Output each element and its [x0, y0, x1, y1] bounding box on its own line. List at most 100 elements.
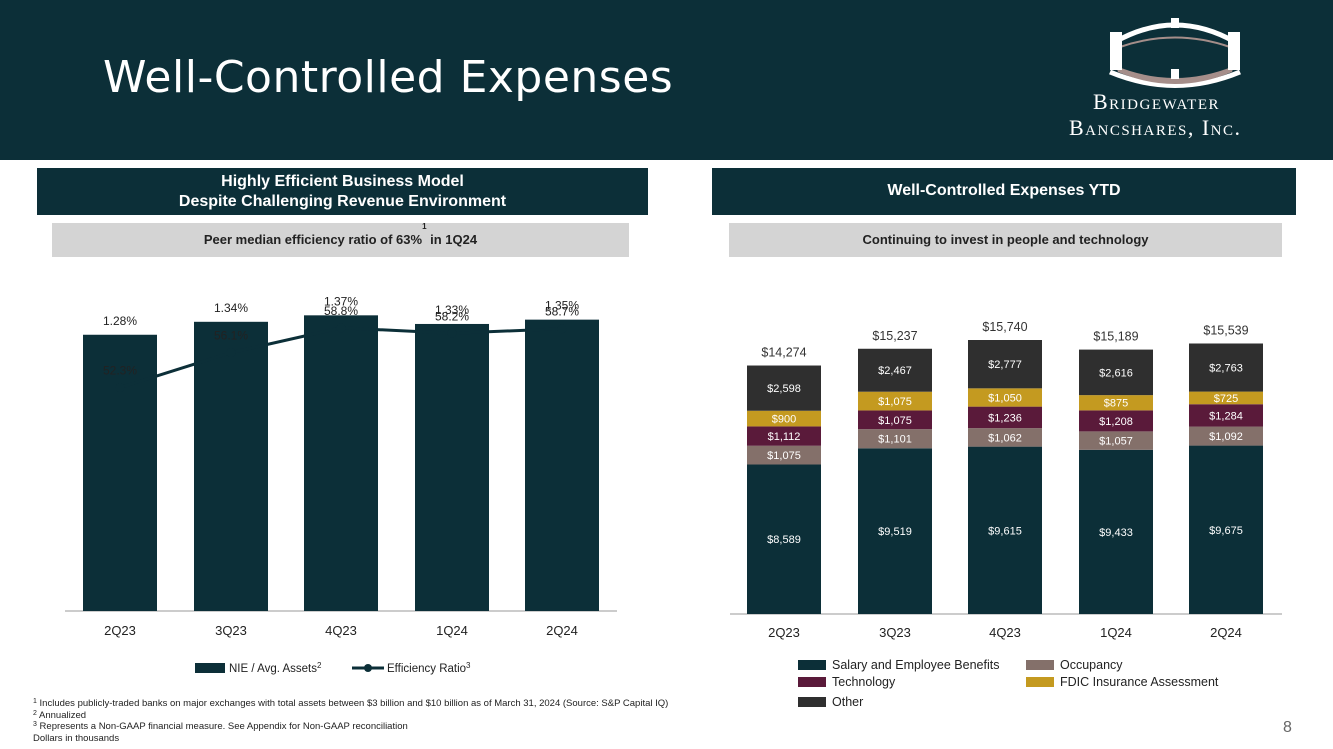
expense-segment	[1189, 426, 1263, 446]
efficiency-ratio-label: 58.8%	[324, 304, 358, 318]
footnote-3: 3 Represents a Non-GAAP financial measur…	[33, 721, 668, 733]
expense-segment	[968, 446, 1042, 614]
left-subtitle-text: Peer median efficiency ratio of 63%	[203, 232, 423, 247]
efficiency-ratio-point	[447, 328, 457, 338]
expense-segment	[858, 391, 932, 411]
expense-segment-label: $8,589	[767, 534, 801, 546]
nie-bar	[525, 319, 599, 611]
expense-segment	[968, 388, 1042, 407]
expense-segment-label: $9,675	[1209, 525, 1243, 537]
nie-bar-label: 1.37%	[324, 294, 358, 308]
legend-label: Technology	[832, 675, 896, 689]
expense-total-label: $15,539	[1203, 323, 1248, 337]
nie-bar	[304, 315, 378, 611]
left-banner-line1: Highly Efficient Business Model	[221, 173, 464, 190]
expense-total-label: $15,189	[1093, 330, 1138, 344]
efficiency-ratio-point	[226, 348, 236, 358]
expense-segment-label: $1,101	[878, 434, 912, 446]
left-category-label: 2Q23	[104, 623, 136, 638]
expense-segment	[858, 348, 932, 392]
expense-segment-label: $1,112	[768, 431, 801, 443]
footnote-4-text: Dollars in thousands	[33, 732, 120, 744]
expense-segment	[747, 365, 821, 411]
efficiency-ratio-point	[115, 383, 125, 393]
legend-swatch	[798, 697, 826, 707]
legend-swatch	[798, 660, 826, 670]
page-title: Well-Controlled Expenses	[103, 52, 674, 103]
expense-segment	[858, 429, 932, 449]
right-category-label: 2Q24	[1210, 625, 1242, 640]
expense-total-label: $14,274	[761, 346, 806, 360]
legend-efficiency-label: Efficiency Ratio3	[387, 661, 471, 675]
legend-swatch	[798, 677, 826, 687]
left-category-label: 4Q23	[325, 623, 357, 638]
footnote-2-text: Annualized	[36, 709, 87, 721]
nie-bar-label: 1.33%	[435, 303, 469, 317]
expense-segment	[1079, 349, 1153, 396]
right-category-label: 2Q23	[768, 625, 800, 640]
expense-segment-label: $2,467	[878, 365, 912, 377]
expense-segment-label: $1,075	[767, 450, 801, 462]
legend-nie-swatch	[195, 663, 225, 673]
legend-label: FDIC Insurance Assessment	[1060, 675, 1219, 689]
efficiency-ratio-label: 58.2%	[435, 309, 469, 323]
nie-bar	[415, 323, 489, 611]
footnotes: 1 Includes publicly-traded banks on majo…	[33, 698, 668, 744]
expense-segment-label: $9,519	[878, 526, 912, 538]
expense-segment	[968, 340, 1042, 389]
right-category-label: 3Q23	[879, 625, 911, 640]
expense-segment-label: $1,284	[1209, 410, 1243, 422]
legend-swatch	[1026, 660, 1054, 670]
footnote-3-text: Represents a Non-GAAP financial measure.…	[36, 721, 408, 732]
efficiency-ratio-line	[119, 326, 563, 389]
footnote-3-sup: 3	[33, 721, 37, 728]
right-category-label: 4Q23	[989, 625, 1021, 640]
nie-bar-label: 1.28%	[103, 314, 137, 328]
left-category-label: 2Q24	[546, 623, 578, 638]
expense-segment-label: $1,057	[1099, 436, 1133, 448]
page-number: 8	[1283, 719, 1292, 736]
expense-segment	[747, 464, 821, 614]
nie-bar-label: 1.34%	[214, 301, 248, 315]
left-banner-line2: Despite Challenging Revenue Environment	[178, 193, 507, 210]
expense-segment	[1079, 431, 1153, 450]
expense-segment-label: $9,615	[988, 525, 1022, 537]
expense-segment-label: $2,777	[988, 359, 1022, 371]
expense-segment	[1189, 343, 1263, 392]
expense-segment	[1079, 410, 1153, 432]
logo-name-line1: Bridgewater	[1093, 89, 1220, 114]
expense-segment-label: $900	[772, 414, 796, 426]
expense-segment-label: $1,092	[1209, 431, 1243, 443]
right-category-label: 1Q24	[1100, 625, 1132, 640]
left-subtitle-end: in 1Q24	[426, 232, 478, 247]
expense-segment	[1189, 391, 1263, 405]
left-subtitle-bar: Peer median efficiency ratio of 63%1 in …	[52, 223, 629, 257]
expense-total-label: $15,740	[982, 320, 1027, 334]
expense-segment	[747, 426, 821, 446]
expense-segment-label: $1,236	[988, 412, 1022, 424]
legend-label: Other	[832, 695, 863, 709]
expense-segment	[747, 445, 821, 465]
expense-segment-label: $2,763	[1209, 363, 1243, 375]
right-subtitle-bar: Continuing to invest in people and techn…	[729, 223, 1282, 257]
efficiency-ratio-label: 52.3%	[103, 364, 137, 378]
logo-name-line2: Bancshares, Inc.	[1069, 115, 1242, 140]
expense-segment	[1079, 449, 1153, 614]
footnote-1-text: Includes publicly-traded banks on major …	[36, 698, 669, 709]
legend-nie-label: NIE / Avg. Assets2	[229, 661, 322, 675]
expense-segment-label: $1,075	[878, 396, 912, 408]
expense-segment-label: $725	[1214, 393, 1238, 405]
expense-segment-label: $1,208	[1099, 416, 1133, 428]
expense-segment	[858, 448, 932, 614]
footnote-1-sup: 1	[33, 698, 37, 705]
expense-segment	[968, 428, 1042, 447]
bank-logo-icon	[1109, 18, 1241, 88]
expense-segment-label: $2,616	[1099, 367, 1133, 379]
nie-bar-label: 1.35%	[545, 299, 579, 313]
legend-efficiency-marker	[364, 664, 372, 672]
expense-segment-label: $2,598	[767, 383, 801, 395]
expense-segment	[747, 410, 821, 427]
efficiency-ratio-label: 56.1%	[214, 329, 248, 343]
legend-label: Occupancy	[1060, 658, 1123, 672]
expense-segment	[1189, 445, 1263, 614]
